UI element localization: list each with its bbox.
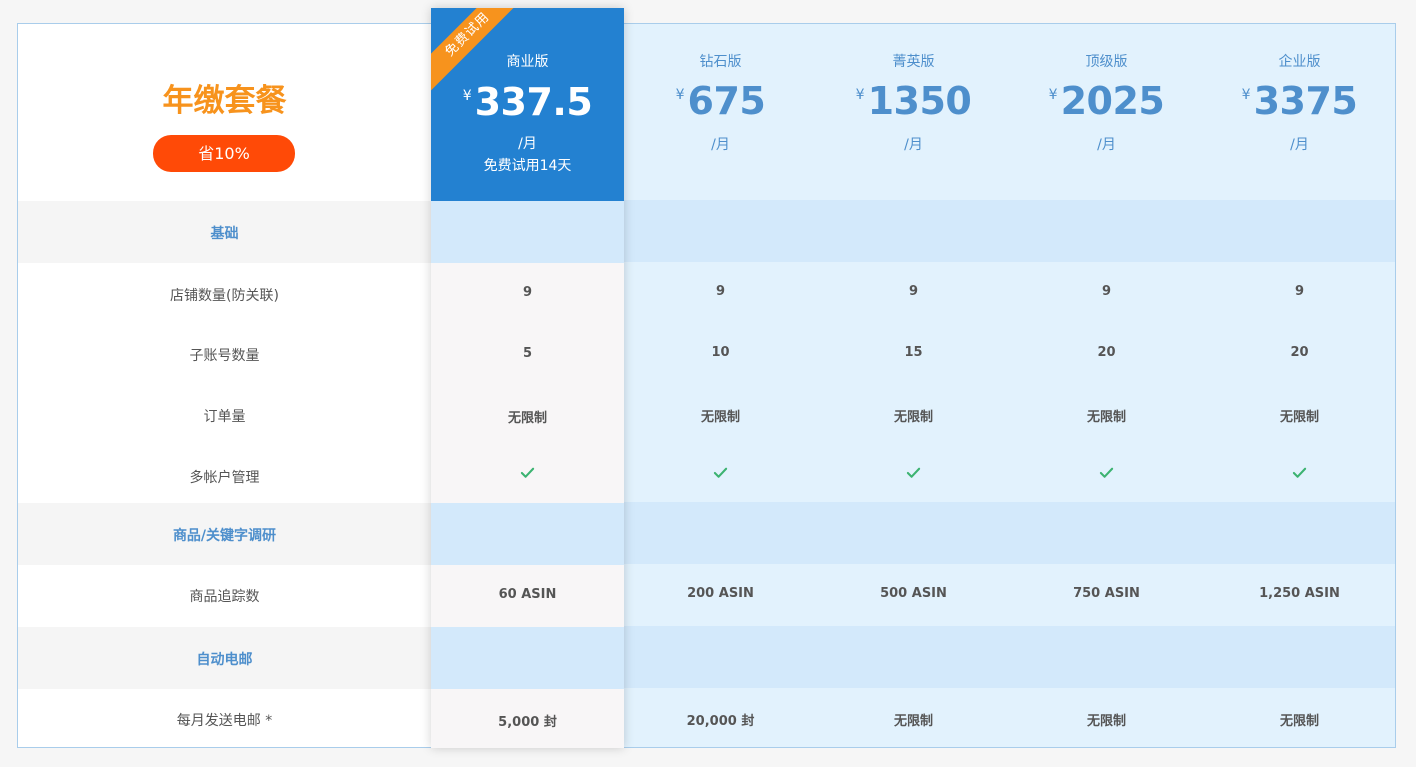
section-band-basic xyxy=(624,200,1395,262)
plan-price: ¥3375 xyxy=(1203,79,1396,123)
featured-section-email xyxy=(431,627,624,689)
price-amount: 675 xyxy=(687,79,766,123)
check-icon xyxy=(431,465,624,484)
cell-value: 9 xyxy=(715,284,726,299)
plan-header-elite[interactable]: 菁英版 ¥1350 /月 xyxy=(817,24,1010,200)
annual-plan-title: 年缴套餐 xyxy=(162,83,287,119)
plan-header-diamond[interactable]: 钻石版 ¥675 /月 xyxy=(624,24,817,200)
cell-value: 无限制 xyxy=(700,410,740,425)
cell-value: 20 xyxy=(1290,345,1309,360)
per-month: /月 xyxy=(1290,137,1309,153)
plan-header-business: 免费试用 商业版 ¥337.5 /月 免费试用14天 xyxy=(431,8,624,201)
row-label-product-tracking: 商品追踪数 xyxy=(189,589,260,605)
cell-value: 5 xyxy=(522,346,533,361)
trial-note: 免费试用14天 xyxy=(483,158,572,174)
cell-value: 10 xyxy=(711,345,730,360)
plan-price: ¥1350 xyxy=(817,79,1010,123)
plan-name: 菁英版 xyxy=(892,54,935,70)
price-amount: 1350 xyxy=(867,79,972,123)
currency-symbol: ¥ xyxy=(1241,87,1251,103)
plan-name: 钻石版 xyxy=(699,54,742,70)
check-icon xyxy=(1203,465,1396,484)
cell-value: 20,000 封 xyxy=(686,714,755,729)
left-section-band-email xyxy=(18,627,431,689)
cell-value: 无限制 xyxy=(507,411,547,426)
cell-value: 15 xyxy=(904,345,923,360)
plan-header-enterprise[interactable]: 企业版 ¥3375 /月 xyxy=(1203,24,1396,200)
plan-name: 顶级版 xyxy=(1085,54,1128,70)
cell-value: 750 ASIN xyxy=(1073,586,1140,601)
plan-price: ¥337.5 xyxy=(431,80,624,124)
currency-symbol: ¥ xyxy=(1048,87,1058,103)
section-label-email: 自动电邮 xyxy=(196,652,253,668)
check-icon xyxy=(817,465,1010,484)
cell-value: 5,000 封 xyxy=(498,715,557,730)
plan-name: 商业版 xyxy=(506,54,549,70)
row-label-stores: 店铺数量(防关联) xyxy=(170,288,279,304)
check-icon xyxy=(624,465,817,484)
plan-header-premium[interactable]: 顶级版 ¥2025 /月 xyxy=(1010,24,1203,200)
cell-value: 无限制 xyxy=(1086,410,1126,425)
currency-symbol: ¥ xyxy=(675,87,685,103)
plan-price: ¥675 xyxy=(624,79,817,123)
cell-value: 500 ASIN xyxy=(880,586,947,601)
featured-section-basic xyxy=(431,201,624,263)
price-amount: 2025 xyxy=(1060,79,1165,123)
cell-value: 9 xyxy=(1101,284,1112,299)
left-section-band-research xyxy=(18,503,431,565)
per-month: /月 xyxy=(1097,137,1116,153)
row-label-orders: 订单量 xyxy=(203,409,246,425)
section-band-email xyxy=(624,626,1395,688)
row-label-subaccounts: 子账号数量 xyxy=(189,348,260,364)
section-label-research: 商品/关键字调研 xyxy=(172,528,277,544)
plan-name: 企业版 xyxy=(1278,54,1321,70)
check-icon xyxy=(1010,465,1203,484)
cell-value: 9 xyxy=(522,285,533,300)
currency-symbol: ¥ xyxy=(462,88,472,104)
currency-symbol: ¥ xyxy=(855,87,865,103)
section-label-basic: 基础 xyxy=(210,226,239,242)
cell-value: 无限制 xyxy=(1279,714,1319,729)
save-badge: 省10% xyxy=(153,135,295,172)
per-month: /月 xyxy=(904,137,923,153)
plan-price: ¥2025 xyxy=(1010,79,1203,123)
cell-value: 9 xyxy=(908,284,919,299)
cell-value: 无限制 xyxy=(893,410,933,425)
cell-value: 无限制 xyxy=(1279,410,1319,425)
cell-value: 1,250 ASIN xyxy=(1259,586,1340,601)
plan-column-business[interactable]: 免费试用 商业版 ¥337.5 /月 免费试用14天 9 5 无限制 60 AS… xyxy=(431,8,624,748)
left-section-band-basic xyxy=(18,201,431,263)
per-month: /月 xyxy=(518,136,537,152)
cell-value: 无限制 xyxy=(893,714,933,729)
cell-value: 60 ASIN xyxy=(498,587,557,602)
cell-value: 200 ASIN xyxy=(687,586,754,601)
price-amount: 337.5 xyxy=(474,80,593,124)
section-band-research xyxy=(624,502,1395,564)
row-label-monthly-emails: 每月发送电邮 * xyxy=(176,713,273,729)
featured-section-research xyxy=(431,503,624,565)
cell-value: 9 xyxy=(1294,284,1305,299)
price-amount: 3375 xyxy=(1253,79,1358,123)
cell-value: 无限制 xyxy=(1086,714,1126,729)
row-label-multi-account: 多帐户管理 xyxy=(189,470,260,486)
per-month: /月 xyxy=(711,137,730,153)
cell-value: 20 xyxy=(1097,345,1116,360)
